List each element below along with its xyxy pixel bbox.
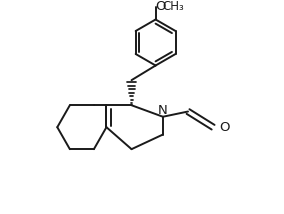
Text: O: O — [156, 0, 166, 13]
Text: CH₃: CH₃ — [162, 0, 184, 13]
Text: N: N — [158, 104, 168, 117]
Text: O: O — [219, 121, 230, 134]
